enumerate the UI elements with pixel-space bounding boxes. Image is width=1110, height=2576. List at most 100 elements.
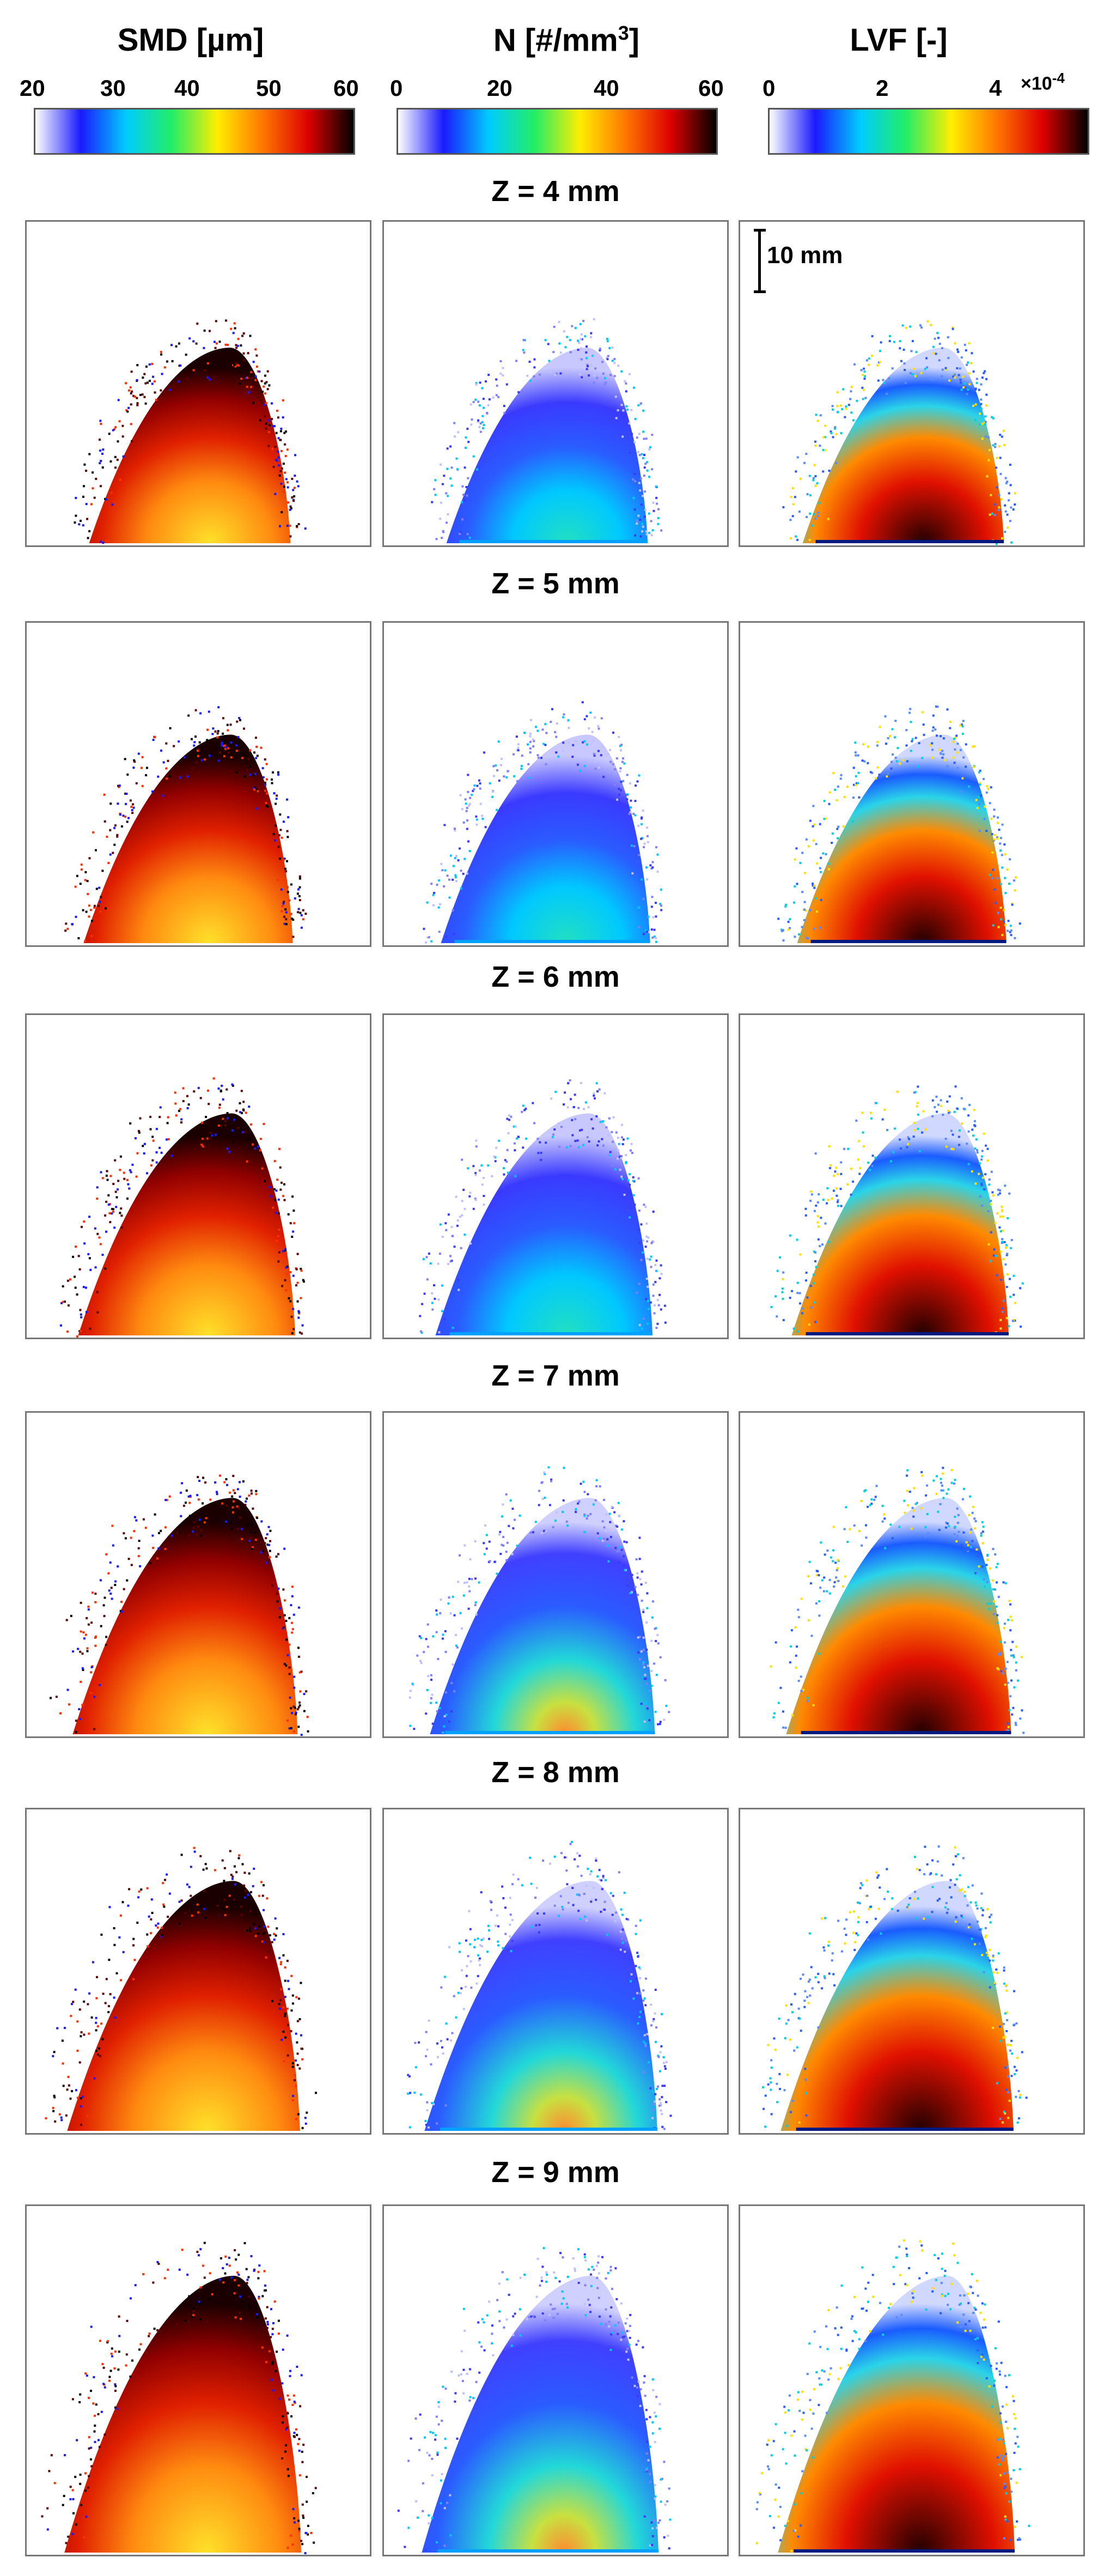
- plume-body: [67, 1881, 300, 2131]
- plume-base-line: [440, 2128, 657, 2131]
- n-panel-z9: [382, 2204, 729, 2556]
- plume-body: [446, 348, 648, 543]
- lvf-panel-z4: [739, 220, 1085, 547]
- plume-image: [782, 320, 1016, 545]
- plume-image: [431, 318, 663, 543]
- z-label-6mm: Z = 6 mm: [491, 961, 620, 993]
- smd-panel-z6: [25, 1013, 371, 1339]
- plume-body: [441, 734, 650, 943]
- lvf-colorbar: [768, 108, 1089, 155]
- plume-speckles: [762, 1845, 1028, 2128]
- plume-image: [755, 2239, 1030, 2553]
- smd-panel-z7: [25, 1411, 371, 1738]
- plume-speckles: [408, 1466, 670, 1734]
- plume-image: [74, 319, 307, 544]
- n-colorbar: [397, 108, 718, 155]
- plume-body: [780, 1881, 1014, 2131]
- plume-image: [770, 1085, 1024, 1335]
- plume-image: [408, 1466, 670, 1734]
- plume-speckles: [74, 319, 307, 544]
- lvf-multiplier-base: ×10: [1021, 73, 1052, 94]
- plume-base-line: [459, 540, 648, 543]
- scale-bar-label: 10 mm: [767, 242, 843, 269]
- lvf-panel-z9: [739, 2204, 1085, 2556]
- plume-body: [430, 1498, 655, 1734]
- plume-body: [778, 2276, 1015, 2553]
- smd-tick-40: 40: [174, 75, 200, 101]
- z-label-4mm: Z = 4 mm: [491, 175, 620, 208]
- plume-speckles: [770, 1085, 1024, 1334]
- plume-speckles: [782, 320, 1016, 545]
- plume-base-line: [810, 940, 1007, 943]
- plume-speckles: [60, 1077, 305, 1338]
- z-label-8mm: Z = 8 mm: [491, 1756, 620, 1789]
- plume-image: [419, 1079, 667, 1335]
- n-title-end: ]: [629, 22, 640, 58]
- scale-bar: [758, 229, 761, 293]
- lvf-multiplier-exp: -4: [1052, 70, 1065, 86]
- plume-image: [407, 1840, 672, 2131]
- plume-body: [83, 734, 293, 943]
- plume-base-line: [796, 2128, 1014, 2131]
- plume-image: [64, 706, 307, 943]
- plume-base-line: [801, 1731, 1011, 1734]
- lvf-multiplier: ×10-4: [1021, 70, 1065, 94]
- plume-body: [72, 1498, 298, 1734]
- n-title-sup: 3: [618, 22, 629, 44]
- plume-image: [762, 1845, 1028, 2131]
- lvf-tick-2: 2: [876, 75, 889, 101]
- plume-body: [791, 1113, 1009, 1335]
- plume-base-line: [815, 540, 1004, 543]
- lvf-tick-4: 4: [989, 75, 1002, 101]
- plume-speckles: [64, 706, 307, 943]
- smd-title: SMD [µm]: [117, 22, 264, 58]
- plume-speckles: [45, 1846, 317, 2129]
- plume-body: [78, 1113, 295, 1335]
- plume-speckles: [397, 2247, 672, 2551]
- plume-speckles: [41, 2241, 317, 2555]
- plume-image: [423, 701, 663, 944]
- plume-body: [89, 348, 291, 543]
- smd-panel-z8: [25, 1808, 371, 2135]
- plume-base-line: [794, 2549, 1015, 2553]
- n-tick-20: 20: [487, 75, 513, 101]
- lvf-title: LVF [-]: [850, 22, 948, 58]
- plume-body: [64, 2276, 302, 2553]
- smd-panel-z4: [25, 220, 371, 547]
- plume-body: [435, 1113, 652, 1335]
- scale-bar-bottom-cap: [754, 290, 766, 293]
- plume-image: [45, 1846, 317, 2131]
- plume-base-line: [454, 940, 650, 943]
- plume-speckles: [755, 2239, 1030, 2552]
- smd-colorbar: [34, 108, 355, 155]
- lvf-panel-z5: [739, 621, 1085, 947]
- n-tick-40: 40: [594, 75, 619, 101]
- lvf-panel-z8: [739, 1808, 1085, 2135]
- plume-image: [60, 1077, 305, 1338]
- plume-image: [770, 1467, 1025, 1734]
- plume-body: [802, 348, 1004, 543]
- n-title-main: N [#/mm: [493, 22, 618, 58]
- plume-image: [397, 2247, 672, 2553]
- n-tick-60: 60: [698, 75, 724, 101]
- z-label-9mm: Z = 9 mm: [491, 2156, 620, 2189]
- plume-speckles: [419, 1079, 667, 1334]
- lvf-panel-z7: [739, 1411, 1085, 1738]
- plume-speckles: [423, 701, 663, 944]
- plume-speckles: [50, 1474, 309, 1736]
- smd-panel-z9: [25, 2204, 371, 2556]
- plume-speckles: [407, 1840, 672, 2130]
- plume-base-line: [444, 1731, 655, 1734]
- lvf-tick-0: 0: [763, 75, 776, 101]
- n-panel-z8: [382, 1808, 729, 2135]
- smd-tick-20: 20: [20, 75, 45, 101]
- plume-base-line: [806, 1332, 1009, 1335]
- z-label-5mm: Z = 5 mm: [491, 567, 620, 600]
- smd-tick-50: 50: [256, 75, 282, 101]
- n-tick-0: 0: [390, 75, 403, 101]
- plume-speckles: [431, 318, 663, 540]
- plume-body: [797, 734, 1007, 943]
- plume-image: [777, 705, 1021, 943]
- plume-base-line: [449, 1332, 652, 1335]
- plume-body: [424, 1881, 657, 2131]
